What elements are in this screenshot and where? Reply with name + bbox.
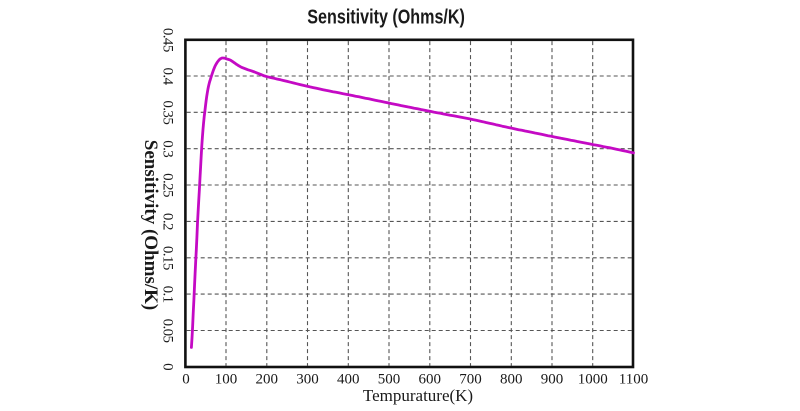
svg-text:0.05: 0.05 [160,319,176,343]
svg-text:0.4: 0.4 [160,68,176,86]
svg-text:0.1: 0.1 [160,286,176,303]
svg-text:Tempurature(K): Tempurature(K) [363,386,473,405]
svg-text:0: 0 [182,372,190,388]
svg-text:0.2: 0.2 [160,213,176,230]
svg-text:700: 700 [459,372,482,388]
svg-text:500: 500 [378,372,401,388]
svg-text:300: 300 [296,372,319,388]
svg-text:600: 600 [419,372,442,388]
svg-text:0.3: 0.3 [160,140,176,157]
svg-text:800: 800 [500,372,523,388]
svg-text:0.15: 0.15 [160,246,176,270]
svg-text:400: 400 [337,372,360,388]
svg-text:100: 100 [215,372,238,388]
svg-text:900: 900 [541,372,564,388]
svg-text:0.45: 0.45 [160,28,176,52]
svg-text:0.25: 0.25 [160,173,176,197]
svg-text:1000: 1000 [578,372,608,388]
svg-text:0.35: 0.35 [160,100,176,124]
svg-text:Sensitivity (Ohms/K): Sensitivity (Ohms/K) [140,140,161,310]
svg-text:Sensitivity (Ohms/K): Sensitivity (Ohms/K) [307,6,465,28]
svg-text:200: 200 [256,372,279,388]
svg-text:1100: 1100 [619,372,648,388]
svg-text:0: 0 [160,363,176,370]
